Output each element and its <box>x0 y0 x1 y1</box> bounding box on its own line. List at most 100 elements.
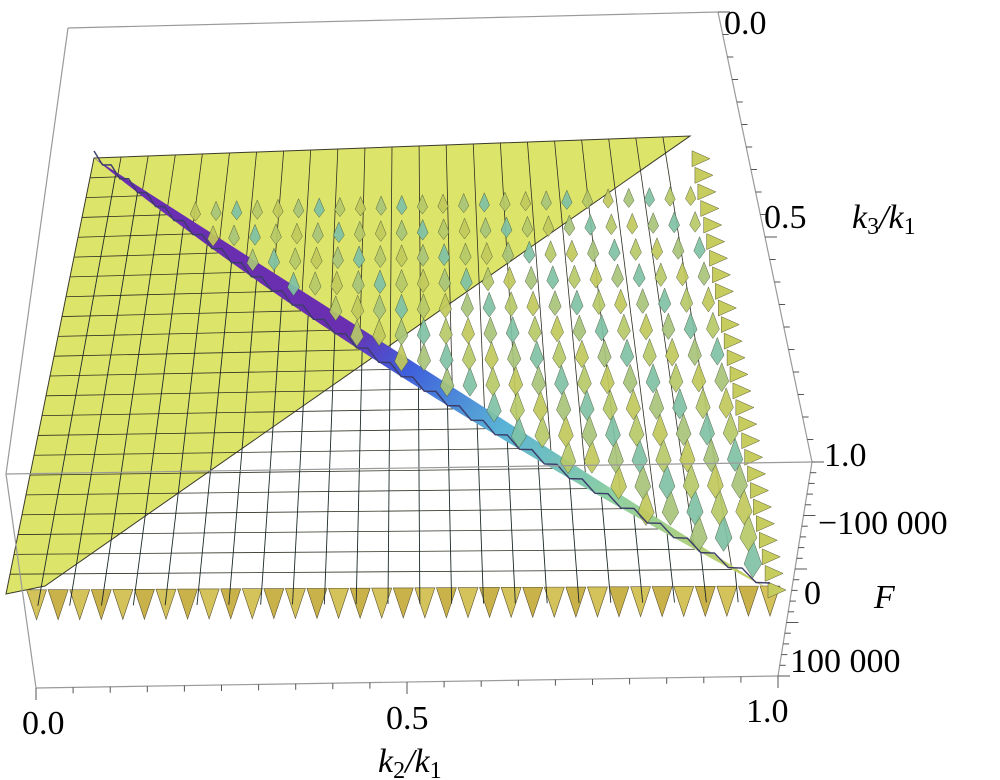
surface-spike <box>634 463 652 500</box>
surface-mesh-line <box>666 533 675 603</box>
flat-grid-line <box>33 448 519 456</box>
surface-spike <box>693 235 706 260</box>
front-edge-spike <box>479 587 500 619</box>
y-axis-label: k3/k1 <box>852 199 916 240</box>
surface-spike <box>509 390 525 423</box>
x-tick-2: 1.0 <box>746 693 789 730</box>
surface-spike <box>652 413 668 447</box>
surface-spike <box>632 262 646 288</box>
surface-spike <box>462 366 478 397</box>
surface-spike <box>267 247 280 271</box>
tick-marks <box>35 11 824 700</box>
surface-spike <box>710 336 725 366</box>
surface-spike <box>396 194 408 216</box>
surface-spike <box>570 289 584 316</box>
flat-grid-line <box>445 144 454 409</box>
front-edge-spike <box>306 588 328 620</box>
right-edge-spike <box>697 183 717 201</box>
surface-spike <box>207 224 219 247</box>
front-edge-spike <box>134 588 155 621</box>
front-edge-spike <box>112 589 134 621</box>
surface-spike <box>395 268 408 294</box>
surface-spike <box>508 365 524 396</box>
z-tick-0: −100 000 <box>818 505 948 542</box>
surface-spike <box>373 269 387 295</box>
front-edge-spike <box>349 587 371 620</box>
surface-spike <box>416 268 430 293</box>
surface-spike <box>554 364 569 396</box>
surface-spike <box>394 318 409 346</box>
surface-spike <box>482 291 496 318</box>
surface-spike <box>438 242 451 267</box>
surface-spike <box>695 387 711 420</box>
surface-spike <box>683 311 698 340</box>
surface-spike <box>658 287 672 314</box>
surface-spike <box>416 317 431 346</box>
flat-grid-line <box>25 488 587 496</box>
surface-spike <box>581 414 598 448</box>
right-edge-spike <box>764 565 784 582</box>
surface-mesh-line <box>734 571 739 603</box>
surface-spike <box>636 287 650 314</box>
surface-spike <box>605 213 618 236</box>
surface-spike <box>520 190 532 212</box>
surface-spike <box>504 290 518 318</box>
surface-spike <box>665 337 680 367</box>
surface-spike <box>647 212 659 234</box>
surface-spike <box>592 288 606 315</box>
surface-mesh-line <box>601 496 612 603</box>
surface-spike <box>602 188 614 209</box>
surface-spike <box>577 364 592 395</box>
surface-spike <box>308 270 322 296</box>
front-edge-spike <box>220 588 242 620</box>
surface-spike <box>460 291 474 319</box>
surface-mesh-line <box>196 262 232 606</box>
front-edge-spike <box>198 588 220 620</box>
surface-spike <box>479 216 492 239</box>
flat-grid-line <box>89 176 118 179</box>
surface-spike <box>500 216 513 239</box>
surface-spike <box>685 185 697 207</box>
surface-mesh-line <box>700 552 707 603</box>
flat-grid-line <box>61 310 301 317</box>
right-edge-spike <box>735 399 755 416</box>
surface-spike <box>334 196 346 218</box>
surface-spike <box>611 263 624 288</box>
right-edge-spike <box>747 465 767 483</box>
surface-mesh-line <box>164 244 208 606</box>
surface-spike <box>291 222 303 245</box>
y-tick-2: 1.0 <box>824 437 867 474</box>
surface-spike <box>416 194 428 215</box>
surface-spike <box>531 365 546 396</box>
surface-mesh-lines <box>37 150 771 606</box>
surface-spike <box>628 413 645 447</box>
surface-spike <box>416 218 429 241</box>
right-edge-spike <box>723 332 743 350</box>
surface-spike <box>614 288 628 315</box>
surface-spike <box>333 221 345 244</box>
x-tick-0: 0.0 <box>22 705 65 742</box>
front-edge-spike <box>285 588 306 620</box>
surface-spike <box>650 237 664 261</box>
surface-spike <box>459 242 472 266</box>
surface-spike <box>642 337 657 367</box>
surface-spike <box>461 316 475 345</box>
surface-spike <box>550 314 564 343</box>
flat-grid-line <box>300 149 312 311</box>
surface-spike <box>668 211 680 234</box>
surface-mesh-line <box>447 405 453 604</box>
flat-grid-line <box>9 569 732 575</box>
flat-grid-line <box>77 233 192 238</box>
front-edge-spike <box>436 587 457 619</box>
surface-spike <box>654 262 668 287</box>
surface-spike <box>312 221 324 244</box>
flat-grid-line <box>21 508 623 516</box>
surface-spike <box>629 237 642 261</box>
surface-spike <box>484 341 499 371</box>
surface-spike <box>351 294 365 321</box>
surface-mesh-line <box>228 280 257 605</box>
surface-spike <box>438 292 452 319</box>
surface-spike <box>523 240 536 264</box>
surface-spike <box>676 261 689 287</box>
